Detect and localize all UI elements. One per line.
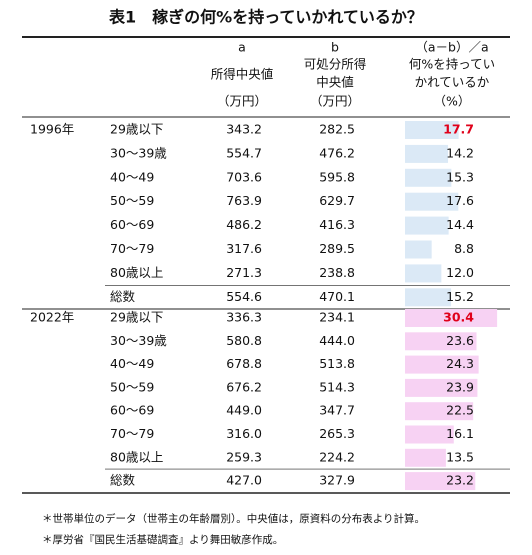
- column-header: b: [331, 40, 339, 55]
- data-bar: [405, 264, 442, 283]
- cell: 14.4: [446, 217, 474, 232]
- cell: 17.6: [446, 193, 474, 208]
- data-bar: [405, 309, 498, 327]
- data-bar: [405, 402, 474, 421]
- age-label: 60～69: [110, 217, 154, 232]
- cell: 14.2: [446, 145, 474, 160]
- age-label: 50～59: [110, 379, 154, 394]
- cell: 259.3: [226, 449, 262, 464]
- cell: 580.8: [226, 333, 262, 348]
- age-label: 40～49: [110, 356, 154, 371]
- cell: 23.2: [446, 473, 474, 488]
- column-header: （万円）: [217, 94, 267, 109]
- data-bar: [405, 192, 459, 211]
- age-label: 70～79: [110, 426, 154, 441]
- cell: 317.6: [226, 241, 262, 256]
- data-bar: [405, 121, 459, 139]
- cell: 282.5: [319, 122, 355, 137]
- cell: 703.6: [226, 169, 262, 184]
- cell: 234.1: [319, 310, 355, 325]
- data-bar: [405, 168, 452, 187]
- cell: 486.2: [226, 217, 262, 232]
- cell: 23.6: [446, 333, 474, 348]
- column-header: 可処分所得: [304, 57, 367, 72]
- column-header: 中央値: [316, 75, 354, 90]
- cell: 470.1: [319, 289, 355, 304]
- cell: 676.2: [226, 379, 262, 394]
- cell: 23.9: [446, 379, 474, 394]
- cell: 763.9: [226, 193, 262, 208]
- column-header: かれているか: [415, 75, 490, 90]
- age-label: 総数: [110, 473, 136, 488]
- footnote: ＊世帯単位のデータ（世帯主の年齢層別）。中央値は，原資料の分布表より計算。: [42, 512, 425, 525]
- column-header: a: [238, 40, 246, 55]
- cell: 343.2: [226, 122, 262, 137]
- year-label: 2022年: [30, 310, 74, 325]
- age-label: 80歳以上: [110, 265, 163, 280]
- cell: 416.3: [319, 217, 355, 232]
- cell: 347.7: [319, 403, 355, 418]
- data-bar: [405, 355, 479, 374]
- title: 表1 稼ぎの何%を持っていかれているか？: [108, 8, 423, 27]
- column-header: 所得中央値: [211, 67, 274, 82]
- cell: 316.0: [226, 426, 262, 441]
- age-label: 30～39歳: [110, 333, 167, 348]
- data-bar: [405, 472, 476, 491]
- column-header: （万円）: [310, 94, 360, 109]
- cell: 24.3: [446, 356, 474, 371]
- cell: 629.7: [319, 193, 355, 208]
- age-label: 50～59: [110, 193, 154, 208]
- cell: 265.3: [319, 426, 355, 441]
- cell: 513.8: [319, 356, 355, 371]
- cell: 678.8: [226, 356, 262, 371]
- data-bar: [405, 378, 478, 397]
- cell: 427.0: [226, 473, 262, 488]
- cell: 30.4: [443, 310, 474, 325]
- cell: 238.8: [319, 265, 355, 280]
- cell: 595.8: [319, 169, 355, 184]
- cell: 327.9: [319, 473, 355, 488]
- cell: 224.2: [319, 449, 355, 464]
- cell: 289.5: [319, 241, 355, 256]
- cell: 444.0: [319, 333, 355, 348]
- cell: 476.2: [319, 145, 355, 160]
- data-bar: [405, 144, 449, 163]
- age-label: 70～79: [110, 241, 154, 256]
- cell: 15.3: [446, 169, 474, 184]
- cell: 514.3: [319, 379, 355, 394]
- cell: 16.1: [446, 426, 474, 441]
- column-header: （%）: [434, 94, 471, 109]
- year-label: 1996年: [30, 122, 74, 137]
- cell: 15.2: [446, 289, 474, 304]
- cell: 449.0: [226, 403, 262, 418]
- column-header: 何%を持ってい: [409, 57, 495, 72]
- cell: 22.5: [446, 403, 474, 418]
- age-label: 30～39歳: [110, 145, 167, 160]
- data-bar: [405, 332, 477, 351]
- cell: 554.6: [226, 289, 262, 304]
- cell: 554.7: [226, 145, 262, 160]
- cell: 271.3: [226, 265, 262, 280]
- data-bar: [405, 448, 446, 467]
- age-label: 29歳以下: [110, 122, 163, 137]
- cell: 13.5: [446, 449, 474, 464]
- age-label: 60～69: [110, 403, 154, 418]
- column-header: （a－b）／a: [415, 40, 488, 55]
- data-bar: [405, 425, 454, 444]
- cell: 12.0: [446, 265, 474, 280]
- cell: 8.8: [454, 241, 474, 256]
- age-label: 40～49: [110, 169, 154, 184]
- data-bar: [405, 216, 449, 235]
- footnote: ＊厚労省『国民生活基礎調査』より舞田敏彦作成。: [42, 533, 283, 546]
- cell: 17.7: [443, 122, 474, 137]
- cell: 336.3: [226, 310, 262, 325]
- age-label: 総数: [110, 289, 136, 304]
- data-bar: [405, 288, 452, 307]
- age-label: 80歳以上: [110, 449, 163, 464]
- age-label: 29歳以下: [110, 310, 163, 325]
- data-bar: [405, 240, 432, 259]
